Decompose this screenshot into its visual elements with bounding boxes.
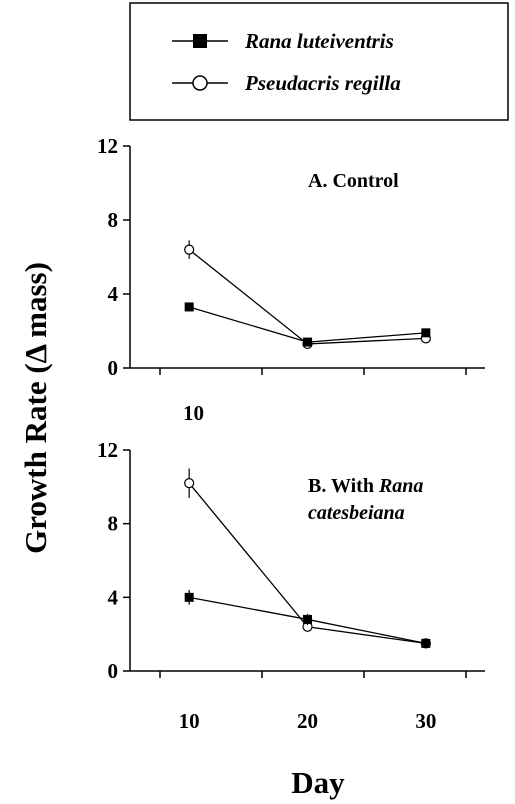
panel-a-y-tick-label: 8 [108, 208, 119, 232]
panel-a-title: A. Control [308, 170, 399, 192]
legend: Rana luteiventris Pseudacris regilla [129, 2, 509, 121]
panel-a-ticks: 0 4 8 12 [97, 134, 467, 380]
panel-b-point-rana [303, 614, 312, 624]
panel-a-point-rana [184, 302, 194, 312]
stray-label: 10 [183, 401, 204, 425]
panel-b-title-prefix: B. With [308, 475, 379, 497]
panel-a-point-rana [421, 328, 431, 338]
panel-b-y-tick-label: 0 [108, 659, 119, 683]
panel-b-x-tick-label: 20 [297, 709, 318, 733]
panel-b-point-rana [184, 592, 194, 602]
y-axis-title: Growth Rate (Δ mass) [18, 262, 53, 554]
panel-a-control: A. Control 0 4 8 12 [97, 134, 485, 380]
panel-a-marks [184, 240, 431, 350]
x-axis-title: Day [291, 765, 345, 800]
legend-box [129, 2, 509, 121]
legend-entry-pseudacris: Pseudacris regilla [172, 71, 401, 95]
panel-a-point-pseudacris [184, 244, 195, 255]
panel-b-title: B. With Rana catesbeiana [308, 475, 428, 524]
panel-b-point-rana [421, 638, 431, 648]
legend-marker-filled-square [193, 34, 207, 48]
legend-label-pseudacris: Pseudacris regilla [244, 71, 401, 95]
panel-b-point-pseudacris [184, 478, 195, 489]
panel-b-title-species: catesbeiana [308, 502, 405, 524]
legend-marker-open-circle [192, 75, 208, 91]
panel-b-ticks: 0 4 8 12 10 20 30 [97, 438, 467, 733]
panel-b-title-genus: Rana [378, 475, 423, 497]
panel-b-with-rana-catesbeiana: B. With Rana catesbeiana 0 4 8 12 10 20 30 [97, 438, 485, 733]
panel-b-y-tick-label: 8 [108, 512, 119, 536]
panel-b-y-tick-label: 12 [97, 438, 118, 462]
panel-a-y-tick-label: 4 [108, 282, 119, 306]
panel-b-marks [184, 468, 431, 649]
panel-a-y-tick-label: 12 [97, 134, 118, 158]
panel-b-x-tick-label: 10 [179, 709, 200, 733]
panel-a-point-rana [303, 337, 312, 347]
legend-entry-rana: Rana luteiventris [172, 29, 394, 53]
panel-a-y-tick-label: 0 [108, 356, 119, 380]
panel-a-line-rana [188, 306, 426, 343]
panel-a-line-pseudacris [188, 249, 426, 345]
legend-label-rana: Rana luteiventris [244, 29, 394, 53]
panel-b-x-tick-label: 30 [415, 709, 436, 733]
panel-b-y-tick-label: 4 [108, 585, 119, 609]
